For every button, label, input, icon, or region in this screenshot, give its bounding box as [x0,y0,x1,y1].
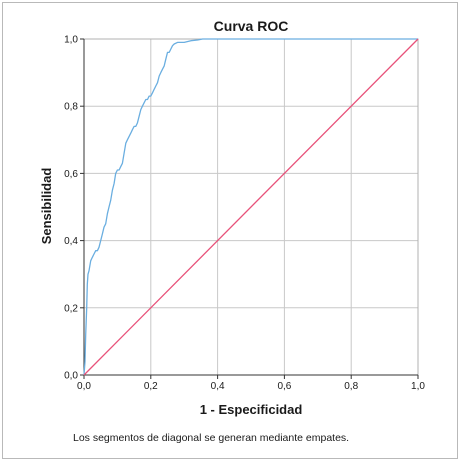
roc-curve-line [83,38,418,376]
y-tick-label: 1,0 [64,35,78,46]
y-tick-label: 0,0 [64,371,78,382]
x-tick-label: 0,8 [344,381,358,392]
series-group [83,38,419,376]
y-tick-label: 0,2 [64,303,78,314]
y-axis-title: Sensibilidad [39,168,54,245]
footnote: Los segmentos de diagonal se generan med… [73,432,349,444]
y-tick-label: 0,4 [64,236,78,247]
x-tick-label: 0,0 [77,381,91,392]
tick-labels: 0,0 0,2 0,4 0,6 0,8 1,0 0,0 0,2 0,4 0,6 0,8 1,0 [64,35,425,393]
x-tick-label: 0,2 [144,381,158,392]
x-axis-title: 1 - Especificidad [200,402,303,417]
reference-diagonal-line [83,38,419,376]
y-tick-label: 0,6 [64,169,78,180]
y-tick-label: 0,8 [64,102,78,113]
x-tick-label: 1,0 [411,381,425,392]
chart-title: Curva ROC [214,18,289,34]
x-tick-label: 0,6 [277,381,291,392]
axes [80,38,419,379]
chart-frame [2,2,458,459]
x-tick-label: 0,4 [211,381,225,392]
